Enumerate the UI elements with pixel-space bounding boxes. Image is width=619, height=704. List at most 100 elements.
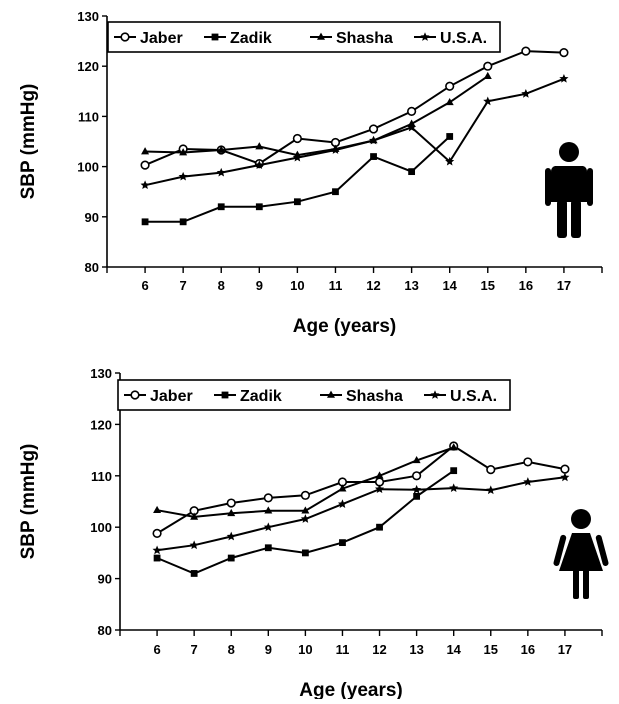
- y-tick-label: 110: [91, 469, 112, 484]
- data-point: [445, 81, 455, 91]
- series-shasha: [153, 443, 458, 520]
- data-point: [368, 135, 379, 145]
- person-arm-left: [553, 534, 567, 567]
- data-point: [483, 61, 493, 71]
- y-tick-label: 90: [98, 572, 112, 587]
- data-point: [217, 145, 226, 153]
- y-tick-label: 100: [77, 160, 99, 175]
- data-point: [412, 471, 422, 481]
- data-point: [264, 506, 273, 514]
- data-point: [407, 106, 417, 116]
- data-point: [337, 499, 348, 508]
- series-line: [144, 50, 564, 167]
- legend-marker: [317, 32, 325, 40]
- x-tick-label: 12: [372, 642, 386, 657]
- person-head: [559, 142, 579, 162]
- data-point: [153, 505, 162, 514]
- series-jaber: [152, 441, 570, 538]
- series-usa: [152, 472, 570, 555]
- x-tick-label: 7: [180, 278, 187, 293]
- data-point: [255, 142, 264, 150]
- x-tick-label: 13: [409, 642, 423, 657]
- data-point: [560, 464, 570, 474]
- series-zadik: [153, 467, 458, 577]
- chart-panel-2: 80 90 100 110 120 130 6 7 8 9 10 11 12 13 14 15 16 17 Age …: [18, 366, 609, 701]
- data-point: [332, 188, 339, 196]
- x-tick-label: 8: [218, 278, 225, 293]
- data-point: [413, 492, 421, 500]
- data-point: [445, 97, 454, 106]
- x-tick-label: 10: [298, 642, 312, 657]
- data-point: [141, 147, 150, 155]
- data-point: [301, 549, 309, 557]
- data-point: [152, 528, 162, 538]
- data-point: [254, 160, 264, 169]
- legend-marker: [420, 32, 430, 41]
- data-point: [339, 539, 346, 547]
- person-arm-right: [587, 168, 593, 206]
- data-point: [292, 133, 302, 144]
- person-arm-right: [595, 534, 609, 567]
- y-tick-label: 130: [90, 366, 112, 381]
- y-tick-label: 120: [90, 417, 112, 432]
- data-point: [559, 73, 569, 83]
- data-point: [216, 167, 226, 177]
- series-line: [156, 476, 566, 552]
- data-point: [153, 554, 161, 562]
- series-line: [144, 77, 565, 187]
- x-tick-label: 14: [442, 278, 457, 293]
- data-point: [227, 508, 236, 517]
- data-point: [338, 484, 347, 492]
- legend-marker: [130, 390, 140, 400]
- y-tick-label: 80: [85, 260, 99, 275]
- series-line: [156, 469, 455, 575]
- x-tick-label: 15: [481, 278, 495, 293]
- data-point: [523, 477, 533, 486]
- x-tick-label: 11: [329, 278, 343, 293]
- data-point: [226, 498, 236, 508]
- data-point: [408, 168, 416, 176]
- legend-label: Zadik: [240, 388, 282, 405]
- male-figure-icon: [545, 142, 593, 238]
- y-axis-title: SBP (mmHg): [18, 444, 39, 560]
- data-point: [370, 153, 377, 160]
- data-point: [446, 133, 454, 140]
- data-point: [227, 554, 235, 562]
- data-point: [486, 485, 496, 495]
- data-point: [141, 218, 149, 226]
- data-point: [226, 531, 236, 541]
- data-point: [292, 152, 302, 162]
- data-point: [301, 506, 310, 514]
- legend-label: Jaber: [150, 388, 193, 405]
- x-tick-label: 6: [153, 642, 160, 657]
- x-tick-label: 16: [521, 642, 535, 657]
- chart-panel-1: 80 90 100 110 120 130 6 7 8 9 10 11 12 13 14 15 16 17 Age …: [18, 9, 603, 337]
- data-point: [293, 198, 301, 206]
- data-point: [412, 484, 422, 494]
- legend-marker: [120, 32, 130, 42]
- data-point: [486, 465, 496, 475]
- x-axis-title: Age (years): [293, 316, 397, 337]
- data-point: [140, 180, 150, 190]
- data-point: [179, 148, 188, 156]
- data-point: [523, 457, 533, 467]
- x-tick-label: 17: [557, 278, 571, 293]
- y-axis-title: SBP (mmHg): [18, 84, 39, 200]
- legend-label: Shasha: [346, 388, 403, 405]
- data-point: [559, 48, 569, 58]
- data-point: [179, 218, 187, 226]
- data-point: [330, 145, 341, 154]
- data-point: [263, 493, 273, 503]
- legend-label: Shasha: [336, 30, 393, 47]
- legend: Jaber Zadik Shasha U.S.A.: [117, 379, 511, 411]
- person-torso: [551, 166, 587, 202]
- data-point: [264, 544, 272, 552]
- data-point: [300, 514, 310, 523]
- data-point: [521, 89, 531, 98]
- series-usa: [140, 73, 569, 190]
- data-point: [449, 483, 459, 493]
- x-tick-label: 16: [519, 278, 533, 293]
- person-leg-left: [557, 200, 567, 238]
- person-arm-left: [545, 168, 551, 206]
